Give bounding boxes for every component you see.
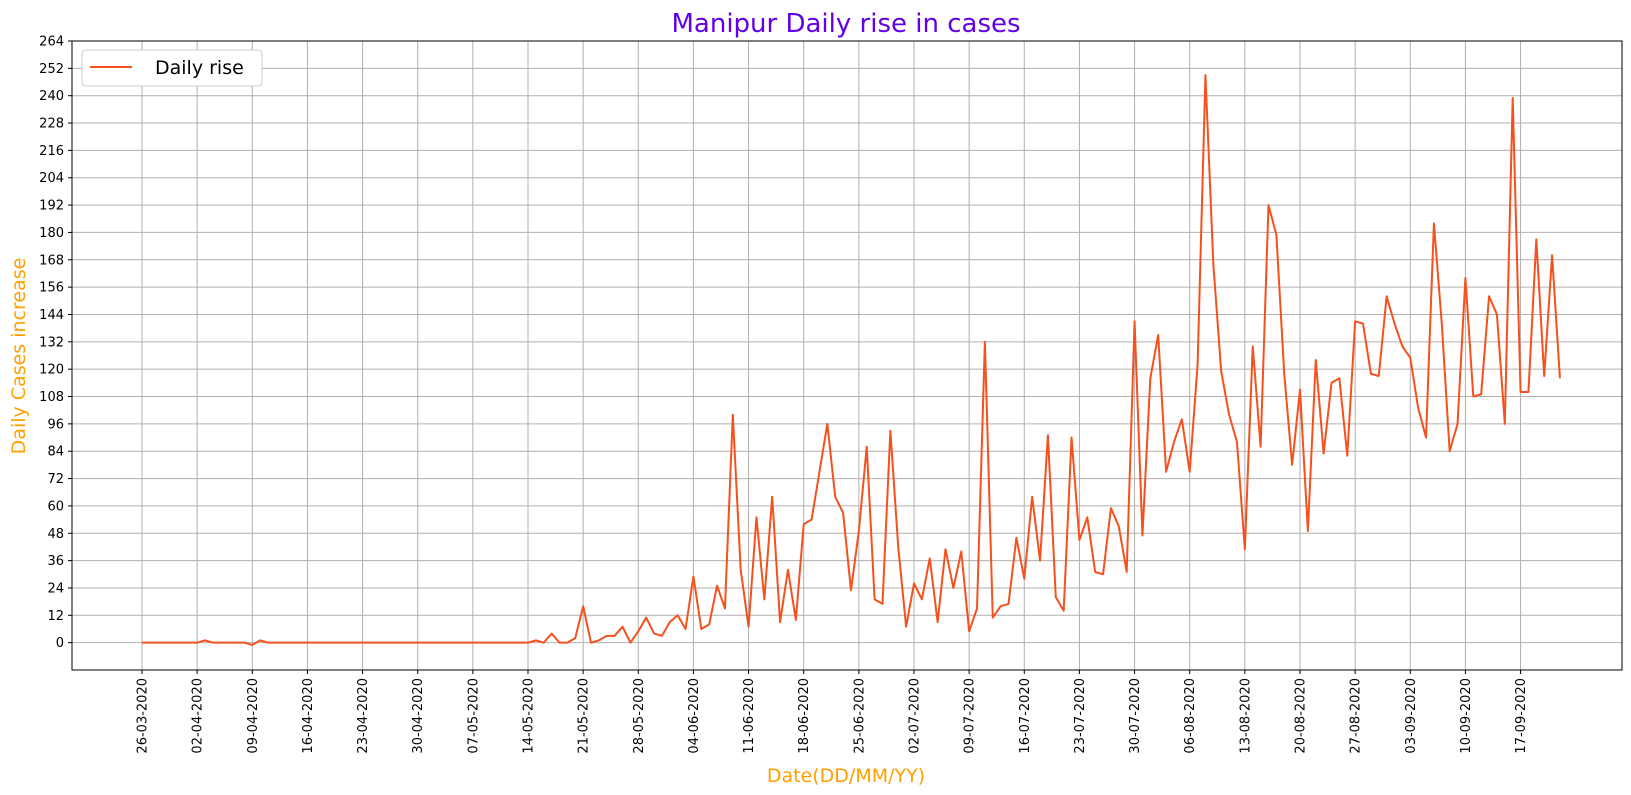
x-tick-label: 10-09-2020: [1459, 678, 1474, 754]
y-tick-label: 192: [39, 199, 64, 214]
y-tick-label: 36: [47, 554, 64, 569]
x-tick-label: 02-04-2020: [191, 678, 206, 754]
y-tick-label: 24: [47, 581, 64, 596]
y-tick-label: 168: [39, 253, 64, 268]
x-tick-label: 17-09-2020: [1514, 678, 1529, 754]
x-tick-label: 27-08-2020: [1349, 678, 1364, 754]
y-tick-label: 0: [56, 636, 64, 651]
x-tick-label: 25-06-2020: [852, 678, 867, 754]
x-tick-label: 02-07-2020: [907, 678, 922, 754]
x-tick-label: 21-05-2020: [577, 678, 592, 754]
x-tick-label: 23-07-2020: [1073, 678, 1088, 754]
series-line-daily-rise: [142, 74, 1561, 646]
x-tick-label: 16-04-2020: [301, 678, 316, 754]
x-tick-label: 26-03-2020: [136, 678, 151, 754]
legend-label-daily-rise: Daily rise: [155, 57, 244, 79]
y-tick-label: 264: [39, 35, 64, 50]
x-tick-label: 16-07-2020: [1018, 678, 1033, 754]
x-tick-label: 28-05-2020: [632, 678, 647, 754]
y-tick-label: 48: [47, 527, 64, 542]
y-tick-label: 108: [39, 390, 64, 405]
x-tick-label: 13-08-2020: [1238, 678, 1253, 754]
x-tick-label: 11-06-2020: [742, 678, 757, 754]
y-axis-ticks: 0 12 24 36 48 60 72 84 96 108 120 132 144 156 168 180 19…: [39, 35, 72, 651]
y-tick-label: 156: [39, 281, 64, 296]
y-tick-label: 228: [39, 117, 64, 132]
x-tick-label: 03-09-2020: [1404, 678, 1419, 754]
y-tick-label: 84: [47, 445, 64, 460]
y-tick-label: 96: [47, 417, 64, 432]
legend: Daily rise: [81, 49, 263, 87]
y-axis-label: Daily Cases increase: [8, 258, 30, 455]
x-tick-label: 04-06-2020: [687, 678, 702, 754]
x-tick-label: 06-08-2020: [1183, 678, 1198, 754]
x-tick-label: 14-05-2020: [521, 678, 536, 754]
y-tick-label: 204: [39, 171, 64, 186]
x-tick-label: 20-08-2020: [1293, 678, 1308, 754]
x-tick-label: 23-04-2020: [356, 678, 371, 754]
x-axis-ticks: 26-03-2020 02-04-2020 09-04-2020 16-04-2020…: [136, 670, 1529, 754]
x-tick-label: 30-04-2020: [411, 678, 426, 754]
x-tick-label: 18-06-2020: [797, 678, 812, 754]
plot-frame: [71, 40, 1623, 671]
y-tick-label: 252: [39, 62, 64, 77]
y-tick-label: 12: [47, 609, 64, 624]
series-layer: [142, 74, 1561, 646]
x-axis-label: Date(DD/MM/YY): [767, 765, 925, 787]
y-tick-label: 120: [39, 363, 64, 378]
x-tick-label: 09-04-2020: [246, 678, 261, 754]
y-tick-label: 72: [47, 472, 64, 487]
y-tick-label: 216: [39, 144, 64, 159]
y-tick-label: 60: [47, 499, 64, 514]
y-tick-label: 144: [39, 308, 64, 323]
y-tick-label: 180: [39, 226, 64, 241]
x-tick-label: 30-07-2020: [1128, 678, 1143, 754]
x-tick-label: 09-07-2020: [963, 678, 978, 754]
legend-box: [81, 49, 263, 87]
y-tick-label: 132: [39, 335, 64, 350]
grid-lines: [72, 40, 1622, 670]
y-tick-label: 240: [39, 89, 64, 104]
chart-title: Manipur Daily rise in cases: [671, 9, 1020, 39]
x-tick-label: 07-05-2020: [466, 678, 481, 754]
